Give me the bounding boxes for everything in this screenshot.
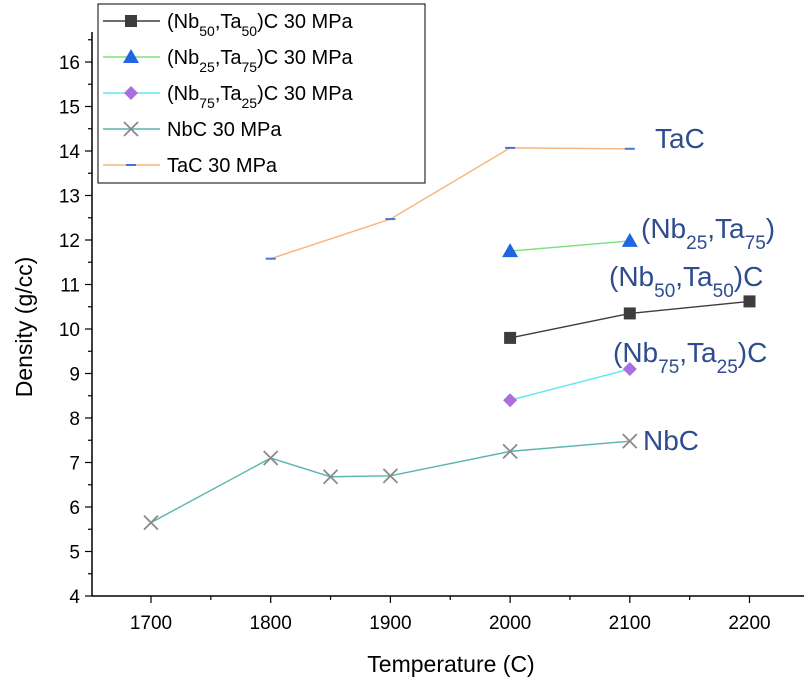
series-line-nb75 — [509, 368, 630, 401]
y-tick-label: 9 — [69, 365, 80, 386]
series-nb50 — [504, 295, 756, 344]
series-line-tac — [270, 147, 630, 260]
data-point-nbc — [382, 468, 399, 484]
y-tick-label: 13 — [59, 187, 80, 208]
x-tick-label: 1900 — [369, 613, 411, 634]
y-tick-label: 6 — [69, 498, 80, 519]
data-point-nb25 — [621, 232, 638, 247]
data-point-nb25 — [502, 243, 519, 258]
y-tick-label: 10 — [59, 320, 80, 341]
legend-marker — [123, 121, 139, 137]
y-tick-label: 15 — [59, 98, 80, 119]
data-point-nbc — [622, 433, 638, 449]
axes: 4 5 6 7 8 9 10 11 12 13 14 15 16 1700 1800 1900 2000 2100… — [59, 32, 804, 634]
data-point-nbc — [502, 443, 518, 460]
legend-marker — [124, 86, 138, 100]
series-line-nbc — [150, 440, 630, 524]
legend-label: TaC 30 MPa — [167, 155, 278, 177]
data-point-nbc — [263, 450, 279, 466]
legend-marker — [123, 49, 139, 63]
series-line-nb50 — [509, 300, 750, 339]
legend-label: (Nb75,Ta25)C 30 MPa — [167, 83, 354, 111]
y-tick-label: 4 — [69, 587, 80, 608]
legend-item-nb75: (Nb75,Ta25)C 30 MPa — [103, 83, 354, 111]
x-tick-label: 2200 — [728, 613, 770, 634]
y-axis-title: Density (g/cc) — [11, 257, 37, 398]
legend-item-nbc: NbC 30 MPa — [103, 119, 282, 141]
legend: (Nb50,Ta50)C 30 MPa (Nb25,Ta75)C 30 MPa (N… — [97, 3, 426, 184]
legend-marker — [125, 15, 137, 27]
legend-label: (Nb25,Ta75)C 30 MPa — [167, 47, 354, 75]
x-tick-label: 1800 — [250, 613, 292, 634]
series-tac — [265, 146, 635, 260]
series-nb25 — [502, 232, 638, 258]
series-nbc — [143, 433, 638, 531]
series-group — [143, 146, 756, 531]
y-tick-label: 11 — [60, 276, 80, 297]
y-tick-label: 7 — [69, 454, 80, 475]
data-point-nb50 — [504, 331, 517, 344]
series-nb75 — [503, 362, 637, 408]
series-line-nb25 — [510, 240, 630, 252]
x-tick-label: 1700 — [130, 613, 172, 634]
annotations: TaC (Nb25,Ta75) (Nb50,Ta50)C (Nb75,Ta25)C Nb… — [609, 123, 775, 456]
data-point-nb50 — [623, 307, 636, 320]
data-point-nb75 — [503, 393, 518, 408]
legend-label: NbC 30 MPa — [167, 119, 282, 141]
data-point-nbc — [322, 469, 339, 485]
legend-item-nb50: (Nb50,Ta50)C 30 MPa — [103, 11, 354, 39]
data-point-nb75 — [622, 362, 637, 377]
y-tick-label: 16 — [59, 53, 80, 74]
y-tick-label: 5 — [69, 543, 80, 564]
legend-label: (Nb50,Ta50)C 30 MPa — [167, 11, 354, 39]
legend-item-nb25: (Nb25,Ta75)C 30 MPa — [103, 47, 354, 75]
annotation-nb50: (Nb50,Ta50)C — [609, 261, 763, 302]
annotation-tac: TaC — [655, 123, 705, 154]
annotation-nb25: (Nb25,Ta75) — [641, 213, 775, 254]
annotation-nbc: NbC — [643, 425, 699, 456]
x-axis-title: Temperature (C) — [367, 651, 534, 677]
data-point-nb50 — [743, 295, 756, 308]
y-tick-label: 8 — [69, 409, 80, 430]
x-tick-label: 2100 — [609, 613, 651, 634]
y-tick-label: 12 — [59, 231, 80, 252]
data-point-nbc — [143, 514, 159, 531]
legend-item-tac: TaC 30 MPa — [103, 155, 278, 177]
x-tick-label: 2000 — [489, 613, 531, 634]
y-tick-label: 14 — [59, 142, 81, 163]
annotation-nb75: (Nb75,Ta25)C — [613, 337, 767, 378]
